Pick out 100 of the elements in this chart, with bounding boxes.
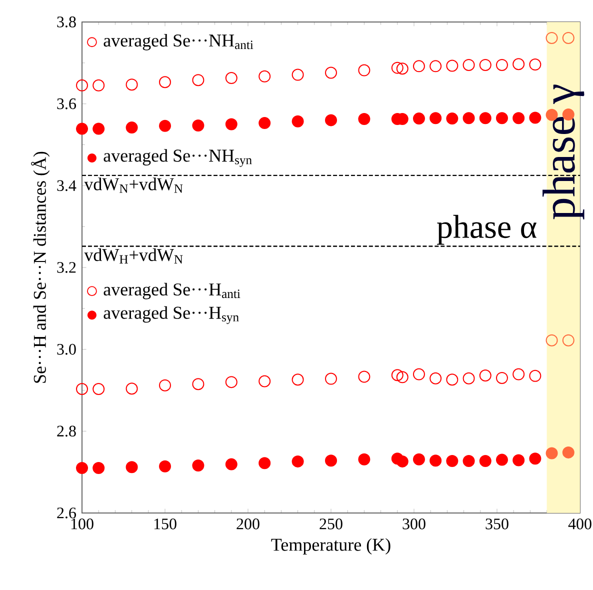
y-tick-label: 3.2 bbox=[57, 262, 76, 273]
point bbox=[446, 112, 458, 125]
point bbox=[391, 62, 404, 74]
point bbox=[562, 446, 574, 458]
point bbox=[159, 120, 171, 132]
point bbox=[430, 372, 442, 384]
point bbox=[446, 455, 458, 468]
legend-label: averaged Se···H$_{syn}$ bbox=[104, 306, 239, 324]
point bbox=[325, 454, 337, 467]
legend-label: averaged Se···NH$_{syn}$ bbox=[104, 149, 252, 167]
point bbox=[92, 462, 105, 474]
point bbox=[76, 462, 88, 474]
point bbox=[546, 334, 558, 346]
point bbox=[396, 62, 408, 75]
y-tick-label: 2.8 bbox=[57, 426, 76, 437]
point bbox=[412, 112, 425, 125]
point bbox=[562, 334, 574, 346]
point bbox=[358, 64, 370, 76]
point bbox=[292, 115, 304, 128]
point bbox=[225, 118, 238, 130]
point bbox=[159, 460, 171, 472]
point bbox=[546, 447, 558, 460]
point bbox=[512, 58, 525, 70]
point bbox=[258, 117, 271, 130]
y-tick-label: 3.0 bbox=[57, 344, 76, 355]
point bbox=[396, 371, 408, 384]
point bbox=[192, 120, 204, 132]
ref-line-label: vdW$_{H}$+vdW$_{N}$ bbox=[84, 248, 183, 264]
point bbox=[126, 78, 138, 91]
point bbox=[76, 383, 88, 396]
point bbox=[225, 458, 238, 470]
point bbox=[92, 383, 105, 396]
y-tick-label: 3.4 bbox=[57, 180, 76, 192]
point bbox=[412, 60, 425, 72]
band-label: phase γ bbox=[542, 84, 584, 220]
point bbox=[192, 378, 204, 390]
point bbox=[258, 457, 271, 470]
point bbox=[479, 58, 492, 71]
point bbox=[126, 461, 138, 474]
point bbox=[159, 76, 171, 88]
point bbox=[562, 32, 574, 44]
point bbox=[258, 70, 271, 82]
point bbox=[159, 379, 171, 392]
point bbox=[512, 112, 525, 124]
point bbox=[412, 453, 425, 466]
x-tick-label: 150 bbox=[154, 518, 176, 530]
point bbox=[529, 58, 542, 71]
point bbox=[292, 68, 304, 81]
point bbox=[496, 372, 508, 384]
y-tick-label: 3.8 bbox=[57, 16, 76, 28]
legend-label: averaged Se···NH$_{anti}$ bbox=[104, 34, 254, 50]
point bbox=[192, 460, 204, 472]
point bbox=[546, 32, 558, 44]
point bbox=[126, 122, 138, 134]
point bbox=[76, 79, 88, 92]
y-tick-label: 3.6 bbox=[57, 98, 76, 110]
y-tick-label: 2.6 bbox=[57, 508, 76, 518]
point bbox=[325, 66, 337, 79]
point bbox=[462, 58, 475, 71]
point bbox=[412, 368, 425, 380]
point bbox=[258, 375, 271, 388]
x-tick-label: 200 bbox=[236, 518, 260, 530]
point bbox=[479, 112, 492, 124]
point bbox=[462, 455, 475, 468]
point bbox=[496, 454, 508, 466]
point bbox=[512, 454, 525, 466]
point bbox=[391, 369, 404, 382]
legend-label: averaged Se···H$_{anti}$ bbox=[104, 282, 240, 300]
x-tick-label: 350 bbox=[486, 518, 508, 530]
point bbox=[446, 60, 458, 72]
x-tick-label: 250 bbox=[320, 518, 342, 530]
point bbox=[430, 112, 442, 124]
point bbox=[92, 79, 105, 92]
point bbox=[529, 452, 542, 465]
point bbox=[462, 372, 475, 384]
y-axis-title: Se···H and Se···N distances (Å) bbox=[31, 152, 50, 383]
point bbox=[192, 74, 204, 86]
x-axis-title: Temperature (K) bbox=[271, 538, 390, 555]
point bbox=[358, 370, 370, 383]
point bbox=[325, 372, 337, 385]
point bbox=[358, 112, 370, 125]
point bbox=[446, 374, 458, 386]
point bbox=[430, 60, 442, 72]
point bbox=[325, 114, 337, 126]
point bbox=[496, 58, 508, 71]
point bbox=[358, 453, 370, 466]
point bbox=[92, 122, 105, 135]
point bbox=[462, 112, 475, 124]
ref-line-label: vdW$_{N}$+vdW$_{N}$ bbox=[84, 178, 183, 193]
point bbox=[225, 376, 238, 388]
point bbox=[126, 382, 138, 395]
point bbox=[430, 454, 442, 467]
point bbox=[292, 455, 304, 468]
point bbox=[529, 370, 542, 382]
point bbox=[529, 112, 542, 124]
point bbox=[512, 368, 525, 380]
x-tick-label: 300 bbox=[402, 518, 426, 530]
x-tick-label: 100 bbox=[71, 518, 94, 530]
point bbox=[396, 455, 408, 468]
point bbox=[479, 370, 492, 382]
